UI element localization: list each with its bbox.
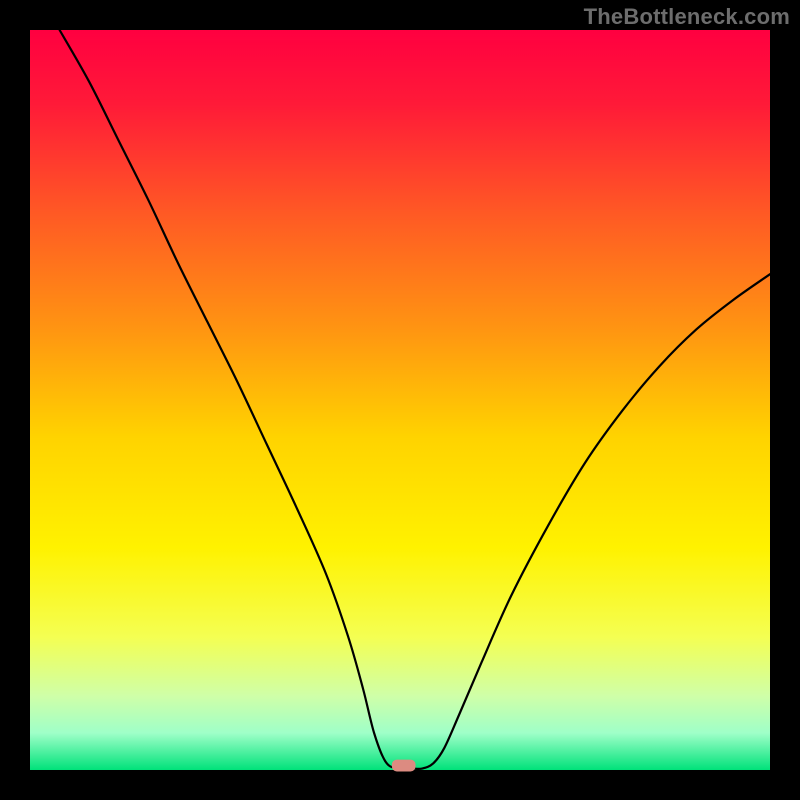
plot-background xyxy=(30,30,770,770)
watermark-text: TheBottleneck.com xyxy=(584,4,790,30)
optimal-marker xyxy=(392,760,416,772)
bottleneck-chart xyxy=(0,0,800,800)
